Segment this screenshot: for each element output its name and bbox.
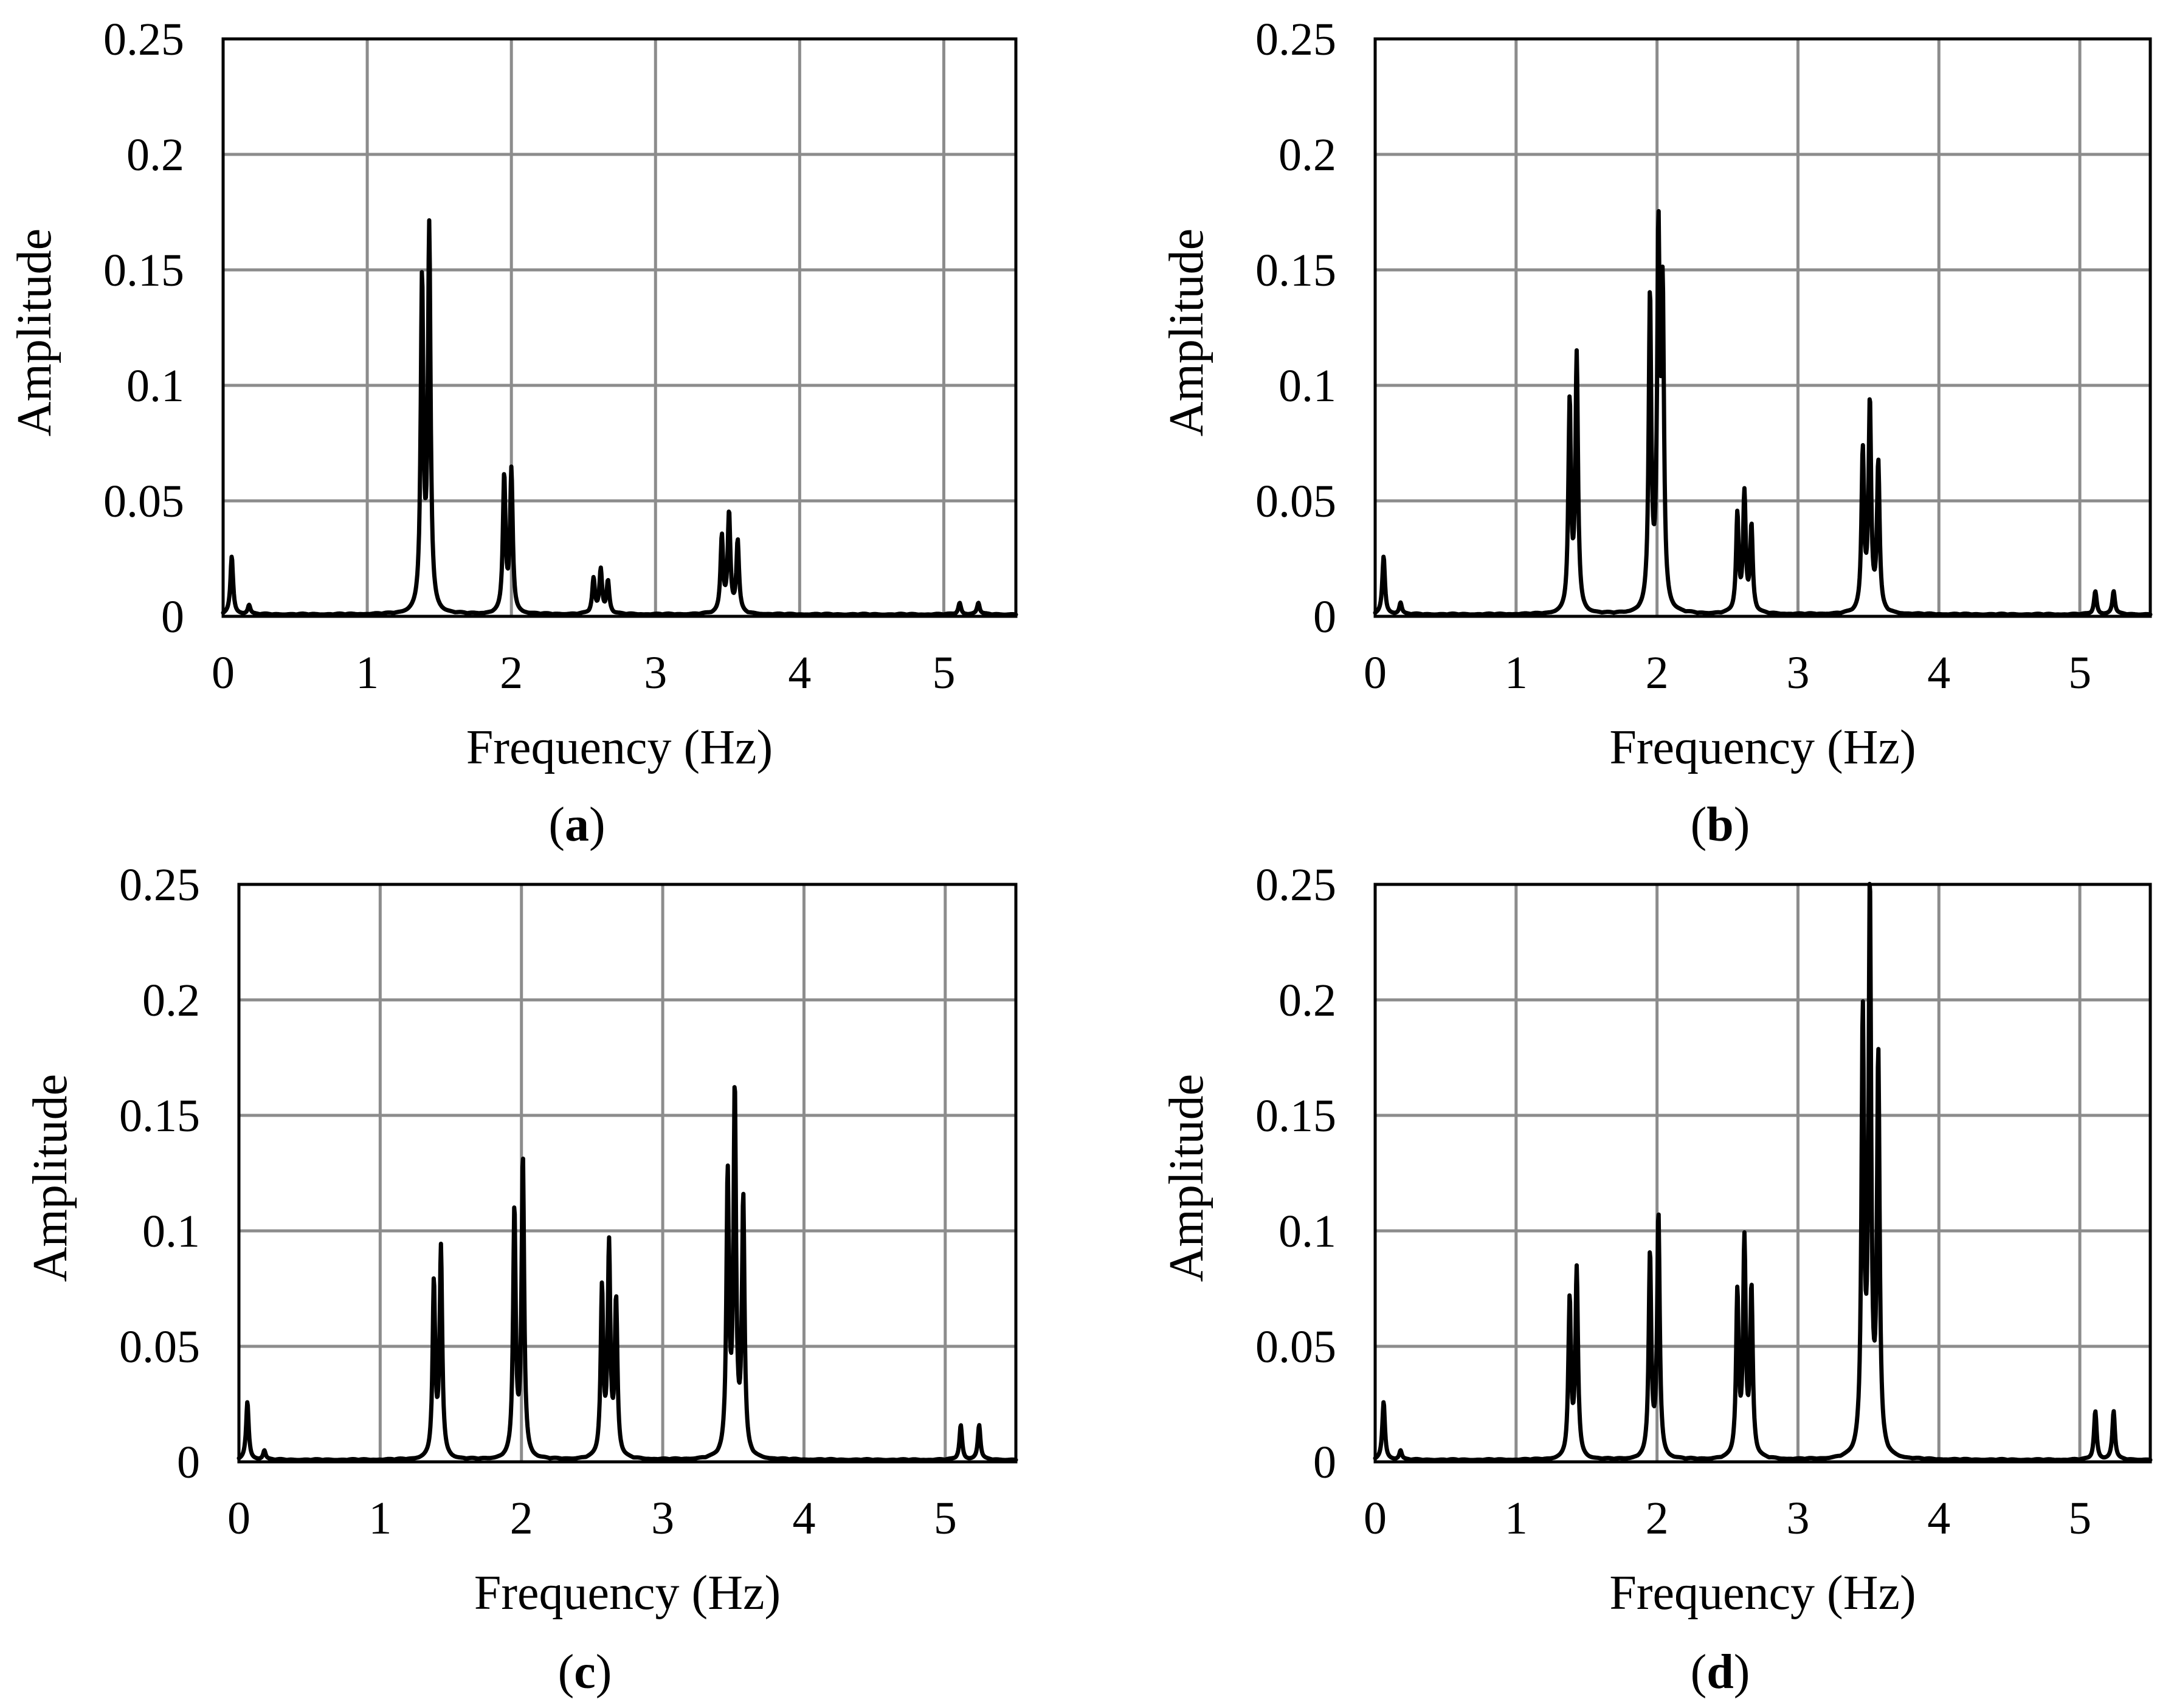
spectrum-series-line <box>1373 208 2153 617</box>
x-tick-label: 5 <box>932 647 955 698</box>
y-tick-label: 0.1 <box>126 360 184 412</box>
x-tick-label: 2 <box>500 647 523 698</box>
spectrum-series-line <box>221 218 1018 617</box>
x-tick-label: 1 <box>356 647 379 698</box>
plot-area <box>223 39 1016 616</box>
spectrum-series-line <box>236 1085 1018 1462</box>
y-tick-label: 0.2 <box>126 129 184 181</box>
y-tick-label: 0.25 <box>103 14 184 65</box>
y-tick-label: 0 <box>177 1437 200 1488</box>
x-tick-label: 0 <box>1364 647 1387 698</box>
panel-caption: (c) <box>558 1645 612 1699</box>
x-tick-label: 0 <box>1364 1493 1387 1544</box>
x-axis-title: Frequency (Hz) <box>1609 1566 1916 1620</box>
x-tick-label: 5 <box>2068 1493 2091 1544</box>
x-tick-label: 2 <box>510 1493 533 1544</box>
y-tick-label: 0.2 <box>142 975 200 1026</box>
panel-a: 0 0.05 0.1 0.15 0.2 0.25 0 1 2 3 4 5 Frequency (Hz) A… <box>8 14 1018 852</box>
plot-area <box>1375 39 2150 616</box>
y-tick-label: 0 <box>1313 591 1336 642</box>
y-tick-label: 0.05 <box>1255 1321 1336 1372</box>
plot-area <box>1375 884 2150 1462</box>
panel-caption: (b) <box>1691 798 1750 852</box>
y-tick-label: 0.05 <box>119 1321 200 1372</box>
x-axis-title: Frequency (Hz) <box>466 721 773 774</box>
y-tick-label: 0.15 <box>1255 245 1336 296</box>
x-axis-title: Frequency (Hz) <box>474 1566 781 1620</box>
panel-caption: (a) <box>548 798 605 852</box>
x-tick-label: 2 <box>1646 647 1669 698</box>
y-tick-label: 0.1 <box>142 1206 200 1257</box>
x-tick-label: 3 <box>651 1493 674 1544</box>
x-tick-label: 3 <box>1786 1493 1809 1544</box>
y-tick-label: 0.05 <box>1255 476 1336 527</box>
plot-frame <box>221 37 1018 618</box>
spectrum-series-line <box>1373 881 2153 1462</box>
y-tick-label: 0.25 <box>119 859 200 911</box>
y-tick-label: 0 <box>1313 1437 1336 1488</box>
y-tick-label: 0 <box>161 591 184 642</box>
x-tick-label: 5 <box>2068 647 2091 698</box>
x-tick-label: 4 <box>1927 647 1950 698</box>
y-tick-label: 0.15 <box>119 1090 200 1142</box>
x-tick-label: 3 <box>644 647 667 698</box>
panel-d: 0 0.05 0.1 0.15 0.2 0.25 0 1 2 3 4 5 Frequency (Hz) A… <box>1160 859 2153 1699</box>
x-tick-label: 0 <box>227 1493 250 1544</box>
panel-c: 0 0.05 0.1 0.15 0.2 0.25 0 1 2 3 4 5 Frequency (Hz) A… <box>24 859 1018 1699</box>
x-tick-label: 4 <box>1927 1493 1950 1544</box>
y-tick-label: 0.1 <box>1279 360 1336 412</box>
plot-frame <box>237 883 1018 1464</box>
panel-b: 0 0.05 0.1 0.15 0.2 0.25 0 1 2 3 4 5 Frequency (Hz) A… <box>1160 14 2153 852</box>
x-tick-label: 0 <box>212 647 235 698</box>
y-tick-label: 0.25 <box>1255 14 1336 65</box>
plot-area <box>239 884 1016 1462</box>
y-tick-label: 0.15 <box>1255 1090 1336 1142</box>
y-axis-title: Amplitude <box>1160 1074 1213 1282</box>
y-axis-title: Amplitude <box>24 1074 77 1282</box>
plot-frame <box>1373 37 2152 618</box>
x-tick-label: 4 <box>792 1493 815 1544</box>
y-axis-title: Amplitude <box>8 229 61 436</box>
plot-frame <box>1373 883 2152 1464</box>
y-tick-label: 0.1 <box>1279 1206 1336 1257</box>
y-tick-label: 0.25 <box>1255 859 1336 911</box>
x-tick-label: 1 <box>368 1493 392 1544</box>
x-tick-label: 2 <box>1646 1493 1669 1544</box>
x-axis-title: Frequency (Hz) <box>1609 721 1916 774</box>
x-tick-label: 4 <box>788 647 811 698</box>
x-tick-label: 1 <box>1505 647 1528 698</box>
y-tick-label: 0.05 <box>103 476 184 527</box>
y-tick-label: 0.2 <box>1279 129 1336 181</box>
y-tick-label: 0.15 <box>103 245 184 296</box>
x-tick-label: 5 <box>934 1493 957 1544</box>
y-tick-label: 0.2 <box>1279 975 1336 1026</box>
panel-caption: (d) <box>1691 1645 1750 1699</box>
y-axis-title: Amplitude <box>1160 229 1213 436</box>
x-tick-label: 3 <box>1786 647 1809 698</box>
x-tick-label: 1 <box>1505 1493 1528 1544</box>
